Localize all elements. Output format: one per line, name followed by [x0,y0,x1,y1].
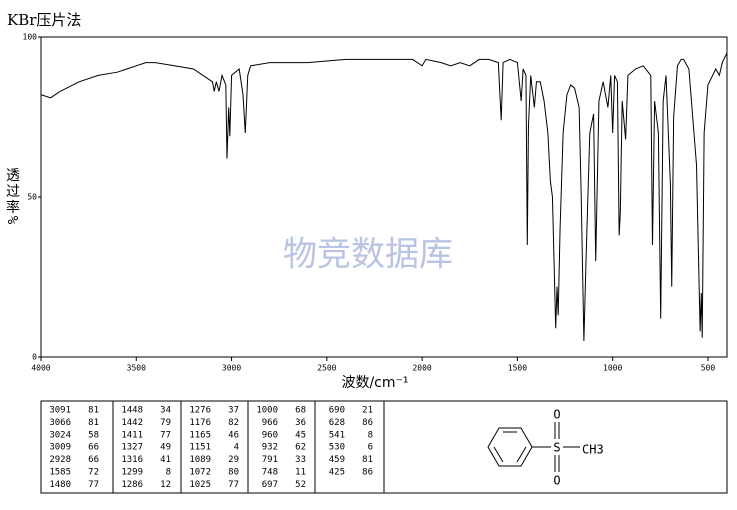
peak-wavenumber: 3024 [49,430,71,440]
peak-transmittance: 46 [228,430,239,440]
x-tick-label: 2000 [412,364,431,373]
peak-transmittance: 37 [228,406,239,416]
peak-wavenumber: 1025 [189,480,211,490]
peak-wavenumber: 1585 [49,468,71,478]
peak-wavenumber: 530 [329,443,345,453]
peak-transmittance: 82 [228,418,239,428]
peak-transmittance: 12 [160,480,171,490]
spectrum-line [40,52,728,342]
x-tick-label: 3000 [222,364,241,373]
peak-wavenumber: 1089 [189,455,211,465]
peak-wavenumber: 1299 [121,468,143,478]
x-tick-label: 2500 [317,364,336,373]
peak-wavenumber: 932 [262,443,278,453]
peak-wavenumber: 628 [329,418,345,428]
peak-transmittance: 66 [88,443,99,453]
peak-wavenumber: 425 [329,468,345,478]
peak-transmittance: 68 [295,406,306,416]
peak-transmittance: 81 [362,455,373,465]
peak-wavenumber: 1151 [189,443,211,453]
peak-wavenumber: 1072 [189,468,211,478]
peak-transmittance: 66 [88,455,99,465]
atom-label: S [553,441,560,455]
x-tick-label: 3500 [127,364,146,373]
peak-wavenumber: 697 [262,480,278,490]
peak-wavenumber: 1276 [189,406,211,416]
peak-transmittance: 6 [368,443,373,453]
peak-transmittance: 45 [295,430,306,440]
peak-wavenumber: 966 [262,418,278,428]
y-axis-label: 透过率% [4,168,20,226]
peak-transmittance: 41 [160,455,171,465]
peak-transmittance: 81 [88,406,99,416]
atom-label: O [553,474,560,488]
peak-transmittance: 49 [160,443,171,453]
peak-transmittance: 21 [362,406,373,416]
peak-transmittance: 77 [88,480,99,490]
peak-wavenumber: 3009 [49,443,71,453]
x-tick-label: 1000 [603,364,622,373]
peak-transmittance: 86 [362,468,373,478]
chart-title: KBr压片法 [7,11,81,29]
peak-transmittance: 79 [160,418,171,428]
peak-transmittance: 77 [228,480,239,490]
peak-wavenumber: 690 [329,406,345,416]
plot-frame [40,36,728,358]
peak-wavenumber: 1316 [121,455,143,465]
x-axis-label: 波数/cm⁻¹ [341,375,408,391]
x-tick-label: 4000 [31,364,50,373]
peak-wavenumber: 1411 [121,430,143,440]
y-tick-label: 100 [23,33,38,42]
peak-wavenumber: 1176 [189,418,211,428]
peak-wavenumber: 1442 [121,418,143,428]
peak-wavenumber: 459 [329,455,345,465]
peak-transmittance: 4 [234,443,239,453]
peak-transmittance: 58 [88,430,99,440]
peak-transmittance: 8 [368,430,373,440]
benzene-ring [487,422,580,472]
peak-wavenumber: 1327 [121,443,143,453]
peak-transmittance: 8 [166,468,171,478]
peak-wavenumber: 1480 [49,480,71,490]
watermark: 物竞数据库 [283,235,453,275]
x-tick-label: 1500 [508,364,527,373]
peak-wavenumber: 2928 [49,455,71,465]
peak-wavenumber: 748 [262,468,278,478]
peak-wavenumber: 3066 [49,418,71,428]
peak-wavenumber: 1286 [121,480,143,490]
y-tick-label: 0 [32,353,37,362]
peak-wavenumber: 1448 [121,406,143,416]
peak-transmittance: 33 [295,455,306,465]
peak-transmittance: 34 [160,406,171,416]
peak-wavenumber: 1165 [189,430,211,440]
peak-wavenumber: 3091 [49,406,71,416]
atom-label: CH3 [582,443,604,457]
peak-wavenumber: 791 [262,455,278,465]
atom-label: O [553,408,560,422]
peak-transmittance: 29 [228,455,239,465]
y-tick-label: 50 [27,193,37,202]
peak-transmittance: 36 [295,418,306,428]
peak-transmittance: 62 [295,443,306,453]
peak-transmittance: 72 [88,468,99,478]
peak-transmittance: 11 [295,468,306,478]
peak-transmittance: 77 [160,430,171,440]
peak-transmittance: 81 [88,418,99,428]
peak-transmittance: 86 [362,418,373,428]
x-tick-label: 500 [701,364,716,373]
peak-transmittance: 52 [295,480,306,490]
peak-wavenumber: 541 [329,430,345,440]
peak-wavenumber: 1000 [256,406,278,416]
peak-transmittance: 80 [228,468,239,478]
peak-wavenumber: 960 [262,430,278,440]
